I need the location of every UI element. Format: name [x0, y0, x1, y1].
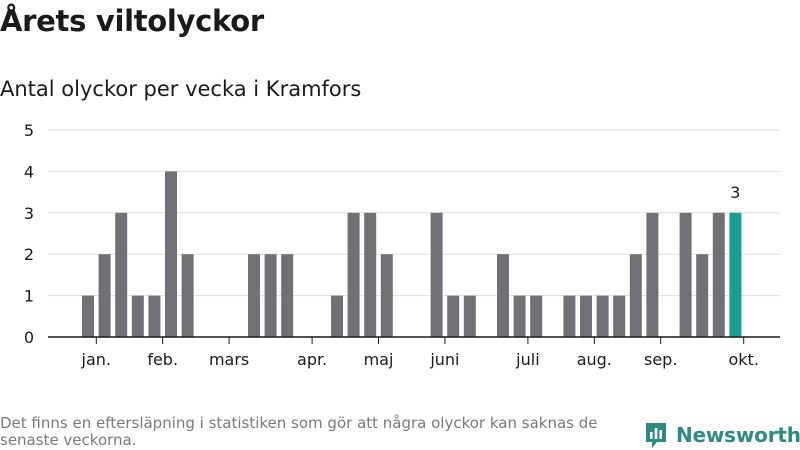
- bar: [380, 254, 393, 337]
- x-tick-label: mars: [209, 350, 249, 369]
- chart-subtitle: Antal olyckor per vecka i Kramfors: [0, 77, 362, 101]
- y-tick-label: 1: [24, 287, 34, 306]
- brand-name: Newsworthy: [676, 423, 800, 447]
- highlight-bar: [729, 212, 742, 337]
- bar: [679, 212, 692, 337]
- bar: [563, 295, 576, 337]
- newsworthy-logo: Newsworthy: [644, 420, 800, 450]
- x-tick-label: sep.: [644, 350, 677, 369]
- bar: [165, 171, 177, 337]
- x-tick-label: okt.: [728, 350, 758, 369]
- bar: [181, 254, 194, 337]
- bar: [646, 212, 659, 337]
- bar: [580, 295, 592, 337]
- bar: [331, 295, 343, 337]
- bar: [148, 295, 161, 337]
- bar: [629, 254, 642, 337]
- bar: [82, 295, 94, 337]
- bar: [447, 295, 460, 337]
- y-tick-label: 0: [24, 328, 34, 347]
- bar: [248, 254, 260, 337]
- x-tick-label: maj: [364, 350, 394, 369]
- bar: [281, 254, 294, 337]
- bar: [530, 295, 543, 337]
- y-tick-label: 3: [24, 204, 34, 223]
- bar: [596, 295, 609, 337]
- bar: [712, 212, 725, 337]
- bar: [98, 254, 111, 337]
- x-tick-label: aug.: [577, 350, 612, 369]
- x-tick-label: juli: [515, 350, 539, 369]
- chart-title: Årets viltolyckor: [0, 4, 264, 38]
- bar: [463, 295, 476, 337]
- bar: [364, 212, 377, 337]
- x-tick-label: juni: [429, 350, 459, 369]
- bar: [696, 254, 709, 337]
- newsworthy-logo-icon: [646, 423, 666, 448]
- x-tick-label: jan.: [81, 350, 111, 369]
- bar: [264, 254, 277, 337]
- bar: [497, 254, 509, 337]
- x-tick-label: apr.: [297, 350, 327, 369]
- y-tick-label: 4: [24, 162, 34, 181]
- y-tick-label: 2: [24, 245, 34, 264]
- footnote: Det finns en eftersläpning i statistiken…: [0, 414, 598, 449]
- bar: [430, 212, 443, 337]
- data-label: 3: [730, 183, 740, 202]
- bar: [115, 212, 128, 337]
- bar: [613, 295, 626, 337]
- y-tick-label: 5: [24, 121, 34, 140]
- bar-chart: 0 1 2 3 4 5 jan. feb. mars apr. maj juni juli aug. sep…: [24, 121, 780, 369]
- bar: [347, 212, 360, 337]
- x-tick-label: feb.: [147, 350, 178, 369]
- bar: [131, 295, 144, 337]
- bar: [513, 295, 526, 337]
